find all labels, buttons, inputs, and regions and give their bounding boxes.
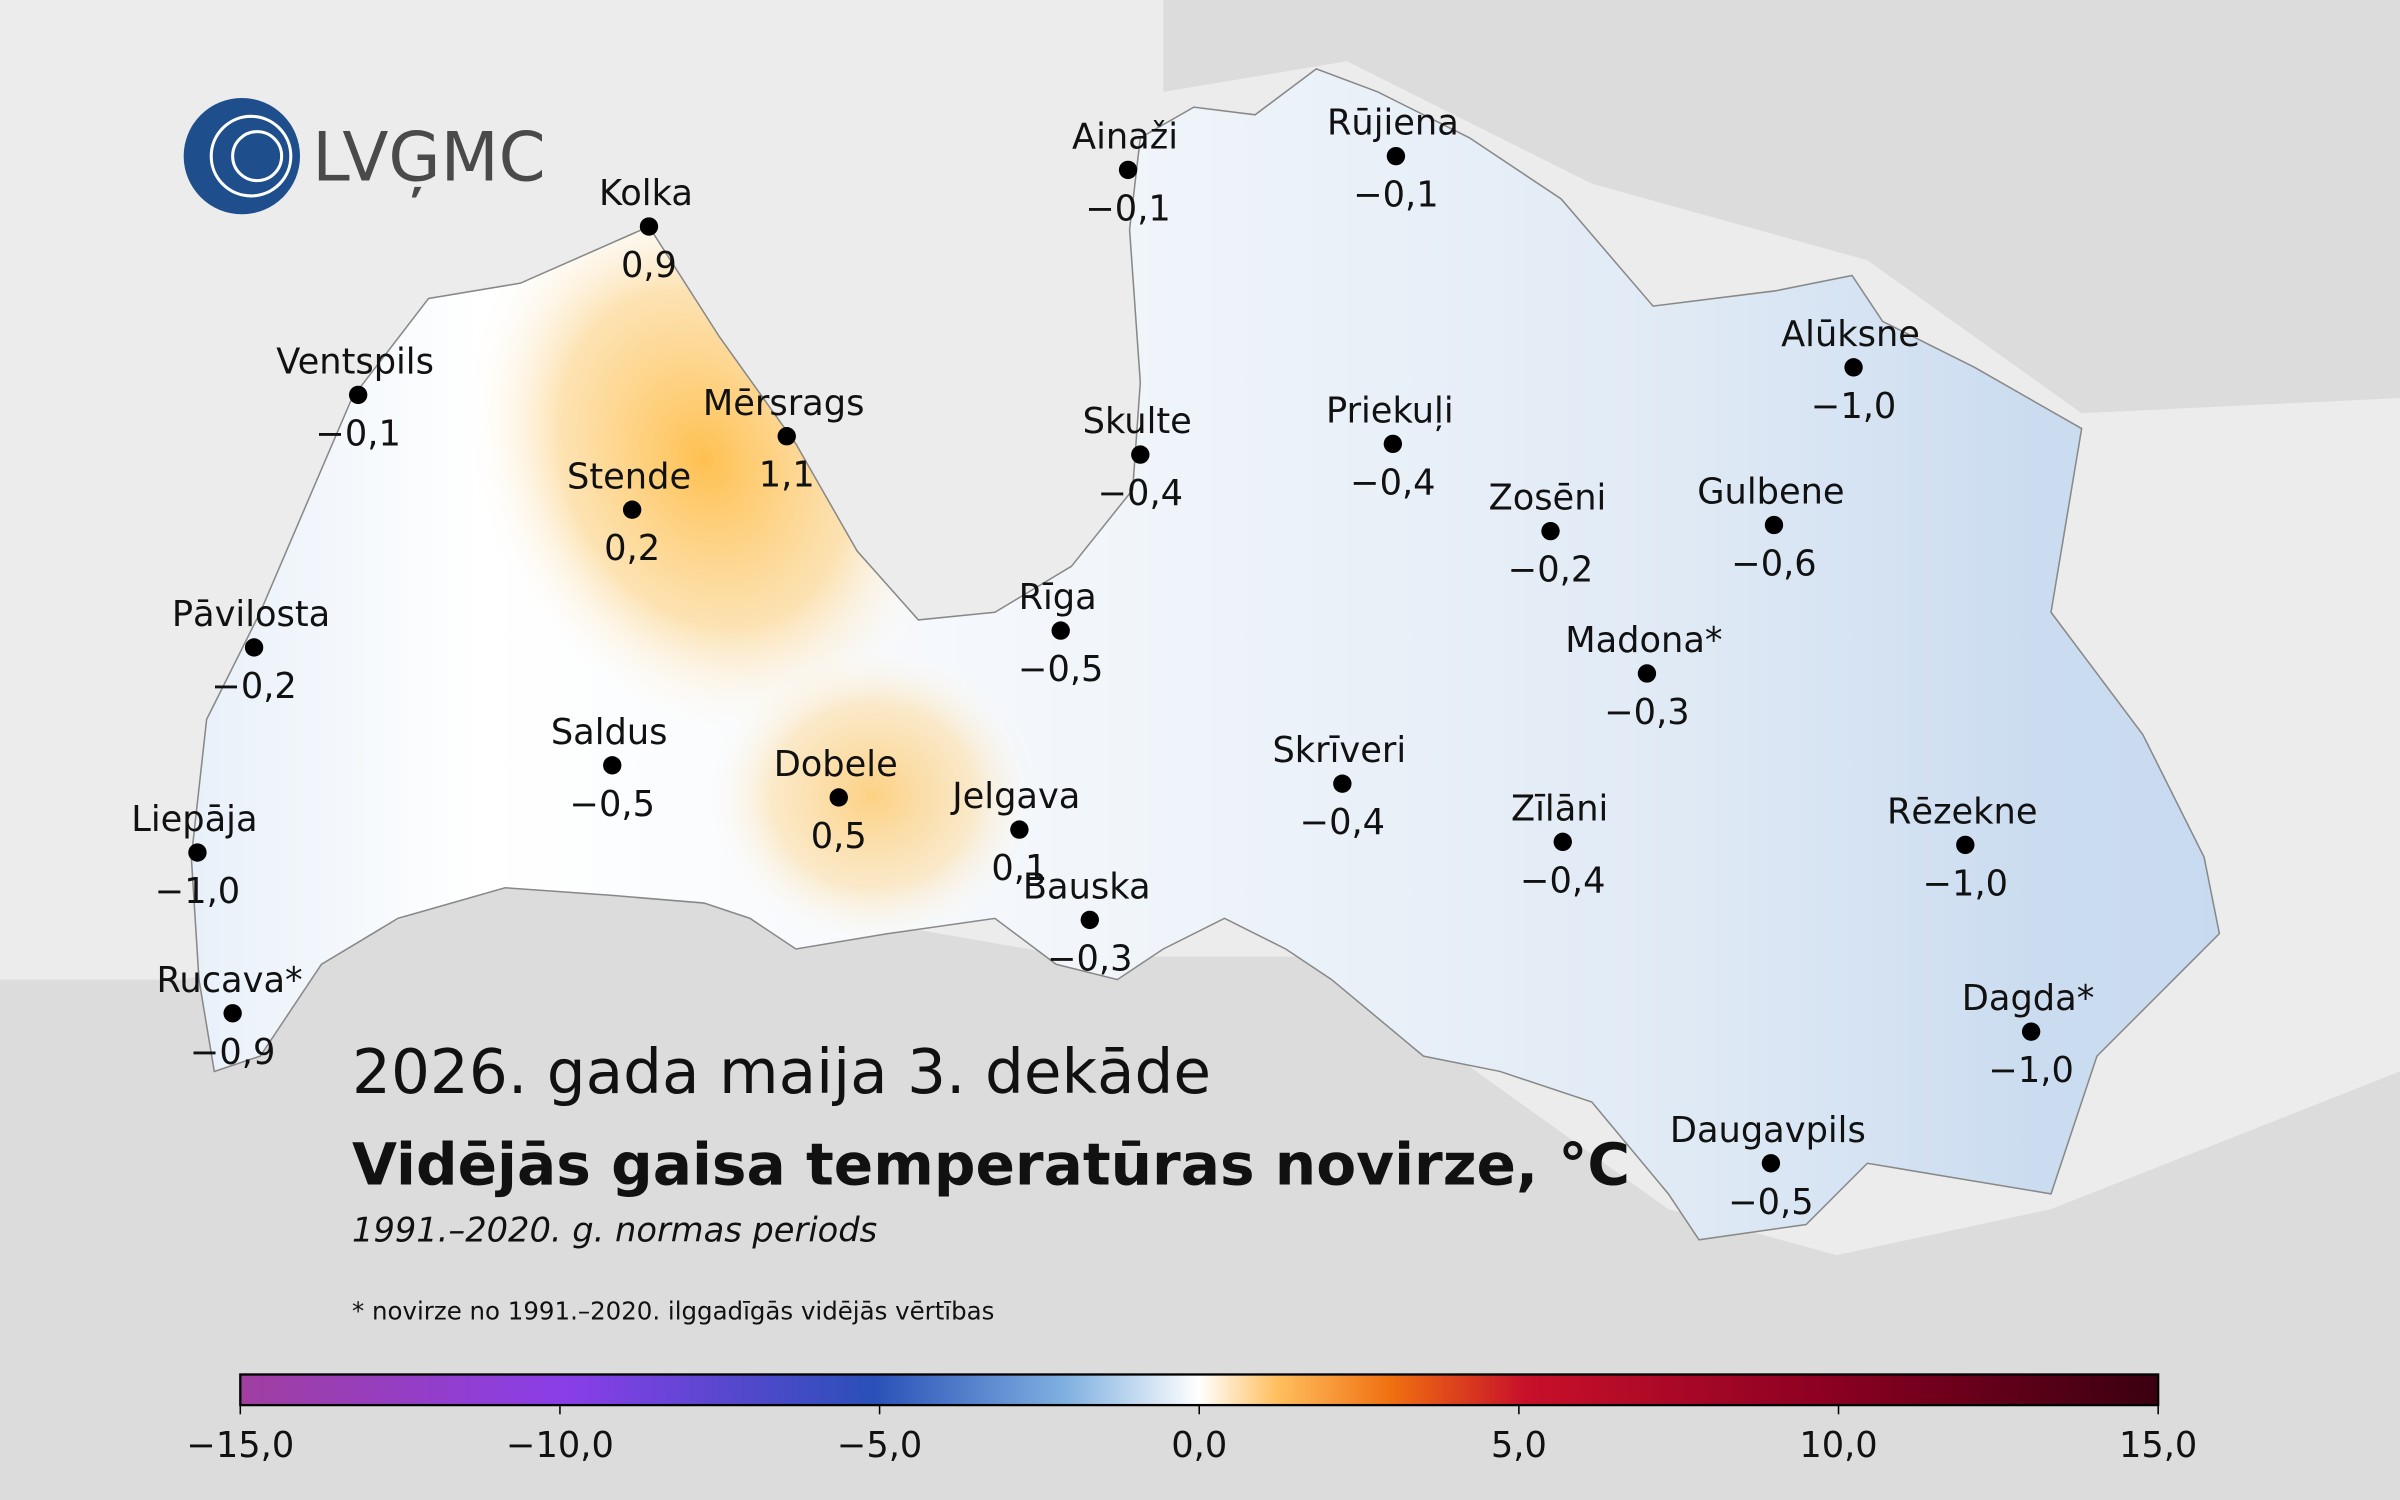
station-name: Rēzekne — [1887, 791, 2038, 832]
station-value: −0,2 — [1508, 550, 1593, 591]
station-dot — [622, 500, 642, 519]
station-dot — [1844, 358, 1863, 377]
station-value: −0,1 — [1353, 175, 1438, 216]
station-value: −0,2 — [211, 666, 296, 707]
logo: LVĢMC — [183, 97, 546, 215]
station-dot — [1637, 664, 1657, 683]
station-value: −0,4 — [1300, 802, 1385, 843]
station-dot — [1131, 445, 1150, 464]
station-name: Rīga — [1019, 577, 1097, 618]
station-dot — [1761, 1154, 1781, 1173]
station-name: Skulte — [1083, 401, 1192, 442]
station-dot — [1386, 146, 1406, 166]
station-value: −0,5 — [570, 784, 655, 825]
station-name: Saldus — [551, 712, 668, 753]
station-value: −0,4 — [1350, 462, 1435, 503]
station-dot — [829, 788, 848, 807]
station-value: 1,1 — [759, 455, 815, 496]
station-dot — [1051, 621, 1070, 640]
station-dot — [1118, 160, 1138, 180]
station-name: Gulbene — [1697, 472, 1844, 513]
station-dot — [1553, 832, 1572, 852]
station-name: Ventspils — [276, 341, 434, 382]
colorbar-tick-label: 0,0 — [1171, 1425, 1227, 1466]
station-dot — [1541, 521, 1560, 541]
logo-icon — [209, 114, 293, 198]
station-value: −0,1 — [315, 413, 400, 454]
station-name: Rūjiena — [1327, 103, 1459, 144]
station-dot — [777, 427, 796, 446]
colorbar-tick-label: 10,0 — [1799, 1425, 1877, 1466]
logo-icon — [183, 97, 300, 215]
station-value: −0,4 — [1520, 860, 1605, 901]
colorbar-tick-label: −15,0 — [186, 1425, 294, 1466]
station-value: 0,2 — [604, 528, 660, 569]
station-name: Zosēni — [1489, 478, 1607, 519]
station-name: Kolka — [599, 173, 693, 214]
colorbar-tick-label: 15,0 — [2119, 1425, 2197, 1466]
stations: Kolka 0,9 Ventspils −0,1 Mērsrags 1,1 Stende 0,… — [131, 103, 2094, 1223]
neighbor-land — [1163, 0, 2400, 414]
station-dot — [244, 638, 264, 657]
station-value: 0,5 — [811, 816, 867, 857]
station-dot — [639, 217, 659, 236]
neighbor-land — [0, 880, 2400, 1500]
station-dot — [1764, 515, 1784, 535]
period: 2026. gada maija 3. dekāde — [352, 1037, 1211, 1108]
colorbar-tick-label: −5,0 — [837, 1425, 922, 1466]
colorbar — [239, 1373, 2160, 1407]
station-name: Mērsrags — [703, 383, 865, 424]
station-name: Daugavpils — [1670, 1110, 1866, 1151]
station-dot — [1010, 820, 1029, 839]
station-dot — [1383, 434, 1403, 454]
station-value: −0,1 — [1085, 188, 1170, 229]
station-dot — [1080, 910, 1099, 930]
colorbar-tick-label: −10,0 — [506, 1425, 614, 1466]
station-value: −1,0 — [1923, 863, 2008, 904]
station-value: 0,1 — [991, 848, 1047, 889]
station-name: Rucava* — [157, 960, 303, 1001]
station-name: Madona* — [1565, 620, 1722, 661]
station-value: −1,0 — [1988, 1050, 2073, 1091]
station-value: −0,9 — [190, 1032, 275, 1073]
station-name: Stende — [567, 456, 691, 497]
station-name: Skrīveri — [1272, 730, 1406, 771]
station-dot — [1333, 774, 1352, 793]
station-name: Jelgava — [950, 776, 1080, 817]
station-name: Liepāja — [131, 799, 257, 840]
colorbar-tick-label: 5,0 — [1491, 1425, 1547, 1466]
station-value: −0,3 — [1604, 692, 1689, 733]
station-name: Zīlāni — [1511, 788, 1608, 829]
title: Vidējās gaisa temperatūras novirze, °C — [352, 1131, 1630, 1199]
station-value: −1,0 — [1811, 386, 1896, 427]
station-value: −1,0 — [155, 871, 240, 912]
station-name: Alūksne — [1781, 314, 1920, 355]
colorbar-ticks: −15,0 −10,0 −5,0 0,0 5,0 10,0 15,0 — [186, 1405, 2197, 1466]
station-dot — [2021, 1022, 2041, 1041]
station-dot — [1956, 835, 1975, 855]
station-name: Bauska — [1023, 866, 1151, 907]
station-name: Ainaži — [1072, 116, 1178, 157]
station-value: 0,9 — [621, 245, 677, 286]
logo-icon — [231, 130, 284, 183]
station-dot — [223, 1004, 242, 1023]
station-name: Dobele — [774, 744, 898, 785]
station-value: −0,6 — [1731, 544, 1816, 585]
station-name: Dagda* — [1962, 978, 2094, 1019]
logo-text: LVĢMC — [312, 118, 545, 198]
station-value: −0,5 — [1018, 649, 1103, 690]
station-name: Priekuļi — [1326, 390, 1454, 431]
station-value: −0,4 — [1098, 473, 1183, 514]
station-name: Pāvilosta — [172, 594, 330, 635]
station-dot — [603, 756, 622, 775]
station-value: −0,5 — [1728, 1182, 1813, 1223]
station-dot — [348, 385, 368, 405]
station-value: −0,3 — [1047, 938, 1132, 979]
warm-area — [704, 642, 1041, 949]
subtitle: 1991.–2020. g. normas periods — [352, 1210, 877, 1249]
footnote: * novirze no 1991.–2020. ilggadīgās vidē… — [352, 1296, 994, 1325]
station-dot — [188, 843, 207, 862]
